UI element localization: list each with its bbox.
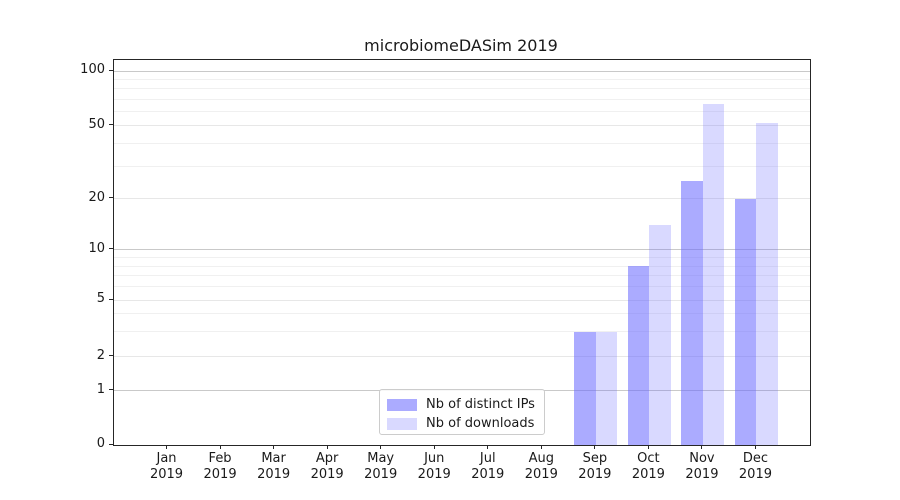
legend-label-distinct-ips: Nb of distinct IPs: [426, 397, 535, 412]
gridline-70: [114, 98, 810, 100]
x-tick-label-aug: Aug 2019: [524, 451, 558, 482]
x-tick-mark-jun: [433, 445, 435, 449]
x-tick-mark-jul: [487, 445, 489, 449]
gridline-50: [114, 125, 810, 127]
legend-item-distinct-ips: Nb of distinct IPs: [387, 395, 544, 414]
x-tick-label-jun: Jun 2019: [417, 451, 451, 482]
chart-title: microbiomeDASim 2019: [364, 36, 558, 55]
gridline-10: [114, 249, 810, 251]
x-tick-label-feb: Feb 2019: [203, 451, 237, 482]
x-tick-label-dec: Dec 2019: [738, 451, 772, 482]
y-tick-label-20: 20: [88, 189, 105, 205]
y-tick-label-5: 5: [96, 291, 105, 306]
legend-item-downloads: Nb of downloads: [387, 414, 544, 433]
gridline-3: [114, 331, 810, 333]
x-tick-label-apr: Apr 2019: [310, 451, 344, 482]
bar-downloads-sep: [595, 331, 618, 445]
y-tick-label-50: 50: [88, 116, 105, 132]
x-tick-label-sep: Sep 2019: [578, 451, 612, 482]
x-tick-label-oct: Oct 2019: [631, 451, 665, 482]
bar-distinct-ips-dec: [734, 199, 757, 445]
gridline-2: [114, 356, 810, 358]
gridline-60: [114, 111, 810, 113]
gridline-5: [114, 299, 810, 301]
y-tick-label-10: 10: [88, 240, 105, 256]
x-tick-label-nov: Nov 2019: [685, 451, 719, 482]
x-tick-label-jul: Jul 2019: [471, 451, 505, 482]
y-tick-label-2: 2: [96, 347, 105, 363]
x-tick-label-mar: Mar 2019: [257, 451, 291, 482]
gridline-90: [114, 78, 810, 80]
y-tick-label-100: 100: [80, 62, 105, 77]
bar-downloads-oct: [649, 225, 671, 445]
y-tick-mark-1: [109, 389, 113, 391]
y-tick-mark-50: [109, 124, 113, 126]
gridline-40: [114, 143, 810, 145]
x-tick-mark-feb: [219, 445, 221, 449]
y-tick-label-0: 0: [96, 436, 105, 451]
gridline-4: [114, 313, 810, 315]
x-tick-label-jan: Jan 2019: [149, 451, 184, 482]
legend-swatch-distinct-ips: [387, 398, 417, 411]
gridline-20: [114, 198, 810, 200]
gridline-30: [114, 166, 810, 168]
bar-distinct-ips-nov: [681, 181, 703, 445]
x-tick-mark-jan: [166, 445, 168, 449]
x-tick-mark-may: [380, 445, 382, 449]
bar-distinct-ips-oct: [627, 266, 650, 445]
x-tick-label-may: May 2019: [364, 451, 398, 482]
gridline-9: [114, 257, 810, 259]
gridline-8: [114, 265, 810, 267]
x-tick-mark-nov: [701, 445, 703, 449]
x-tick-mark-mar: [273, 445, 275, 449]
x-tick-mark-apr: [326, 445, 328, 449]
legend-swatch-downloads: [387, 417, 417, 430]
bar-downloads-dec: [756, 122, 778, 445]
y-tick-mark-5: [109, 298, 113, 300]
x-tick-mark-dec: [754, 445, 756, 449]
x-tick-mark-aug: [540, 445, 542, 449]
y-tick-mark-10: [109, 248, 113, 250]
gridline-100: [114, 70, 810, 72]
y-tick-mark-20: [109, 197, 113, 199]
bar-distinct-ips-sep: [574, 331, 596, 445]
y-tick-label-1: 1: [96, 381, 105, 397]
gridline-6: [114, 286, 810, 288]
x-tick-mark-oct: [647, 445, 649, 449]
x-tick-mark-sep: [594, 445, 596, 449]
legend-label-downloads: Nb of downloads: [426, 416, 535, 431]
y-tick-mark-2: [109, 355, 113, 357]
bar-downloads-nov: [702, 103, 725, 445]
legend: Nb of distinct IPs Nb of downloads: [379, 389, 545, 435]
gridline-80: [114, 88, 810, 90]
gridline-7: [114, 275, 810, 277]
y-tick-mark-100: [109, 69, 113, 71]
y-tick-mark-0: [109, 443, 113, 445]
plot-area: Nb of distinct IPs Nb of downloads: [113, 59, 811, 446]
